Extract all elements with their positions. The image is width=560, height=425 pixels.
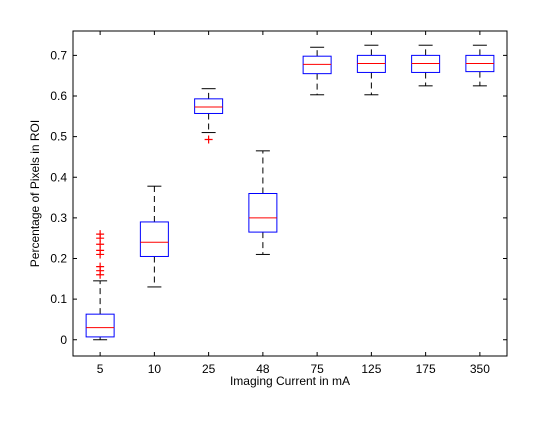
outlier-marker [96,230,105,239]
outlier-marker [204,135,213,144]
x-tick-label: 125 [361,362,381,376]
box-350 [465,44,495,87]
plot-area [72,30,508,357]
y-axis-ticks: 0 0.1 0.2 0.3 0.4 0.5 0.6 0.7 [50,48,507,347]
box-25 [194,88,224,144]
box-5 [85,230,115,341]
x-tick-label: 25 [202,362,216,376]
boxes-group [85,44,495,341]
x-axis-ticks: 5 10 25 48 75 125 175 350 [97,31,490,376]
box-175 [411,44,441,87]
y-axis-label: Percentage of Pixels in ROI [28,120,42,267]
box-iqr [248,193,278,233]
x-tick-label: 5 [97,362,104,376]
outlier-marker [96,262,105,271]
y-tick-label: 0.3 [50,211,67,225]
y-tick-label: 0.1 [50,292,67,306]
y-tick-label: 0.5 [50,130,67,144]
y-tick-label: 0.6 [50,89,67,103]
y-tick-label: 0.7 [50,48,67,62]
y-tick-label: 0.2 [50,252,67,266]
box-75 [302,46,332,96]
x-tick-label: 48 [256,362,270,376]
y-tick-label: 0 [60,333,67,347]
box-125 [356,44,386,96]
box-iqr [139,221,169,257]
box-48 [248,150,278,255]
x-tick-label: 350 [470,362,490,376]
x-tick-label: 10 [148,362,162,376]
x-tick-label: 175 [416,362,436,376]
x-axis-label: Imaging Current in mA [230,374,350,388]
y-tick-label: 0.4 [50,170,67,184]
box-iqr [302,55,332,75]
box-iqr [85,313,115,338]
box-10 [139,185,169,288]
box-iqr [194,98,224,114]
x-tick-label: 75 [310,362,324,376]
